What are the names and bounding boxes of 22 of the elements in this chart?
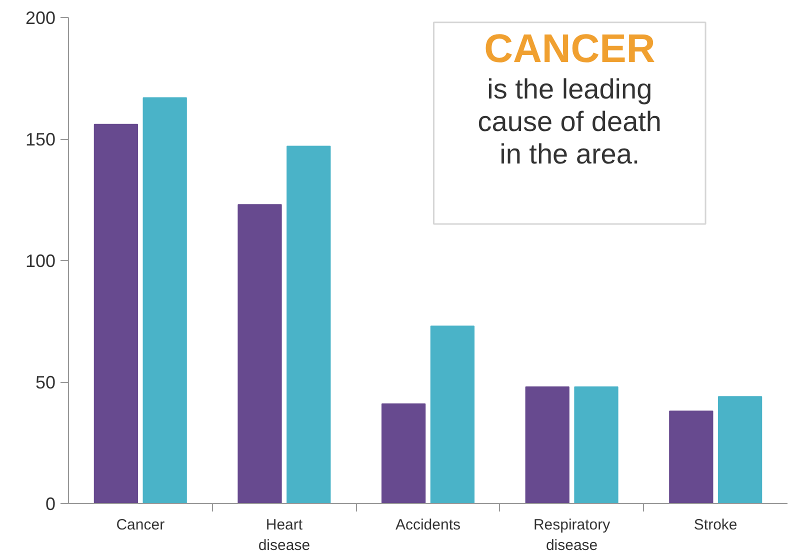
y-tick-label: 50	[35, 372, 56, 392]
bar	[286, 146, 331, 504]
y-tick-label: 0	[45, 494, 56, 514]
x-tick-label: Stroke	[694, 516, 738, 534]
bar	[94, 124, 138, 504]
bar	[525, 386, 570, 504]
annotation: CANCER	[484, 27, 656, 72]
y-tick-label: 200	[25, 8, 56, 28]
annotation: is the leading cause of death in the area.	[478, 73, 662, 170]
y-tick-label: 100	[25, 251, 56, 271]
x-tick-label: Heart disease	[258, 516, 310, 554]
y-tick-label: 150	[25, 130, 56, 150]
x-tick-label: Respiratory disease	[533, 516, 611, 554]
bar	[381, 403, 426, 504]
x-tick-label: Accidents	[395, 516, 461, 534]
x-tick-label: Cancer	[116, 516, 165, 534]
bar	[238, 204, 282, 504]
bar	[669, 410, 714, 504]
bar	[574, 386, 618, 504]
bar	[142, 97, 187, 504]
bar	[718, 396, 762, 504]
bar	[430, 326, 475, 504]
